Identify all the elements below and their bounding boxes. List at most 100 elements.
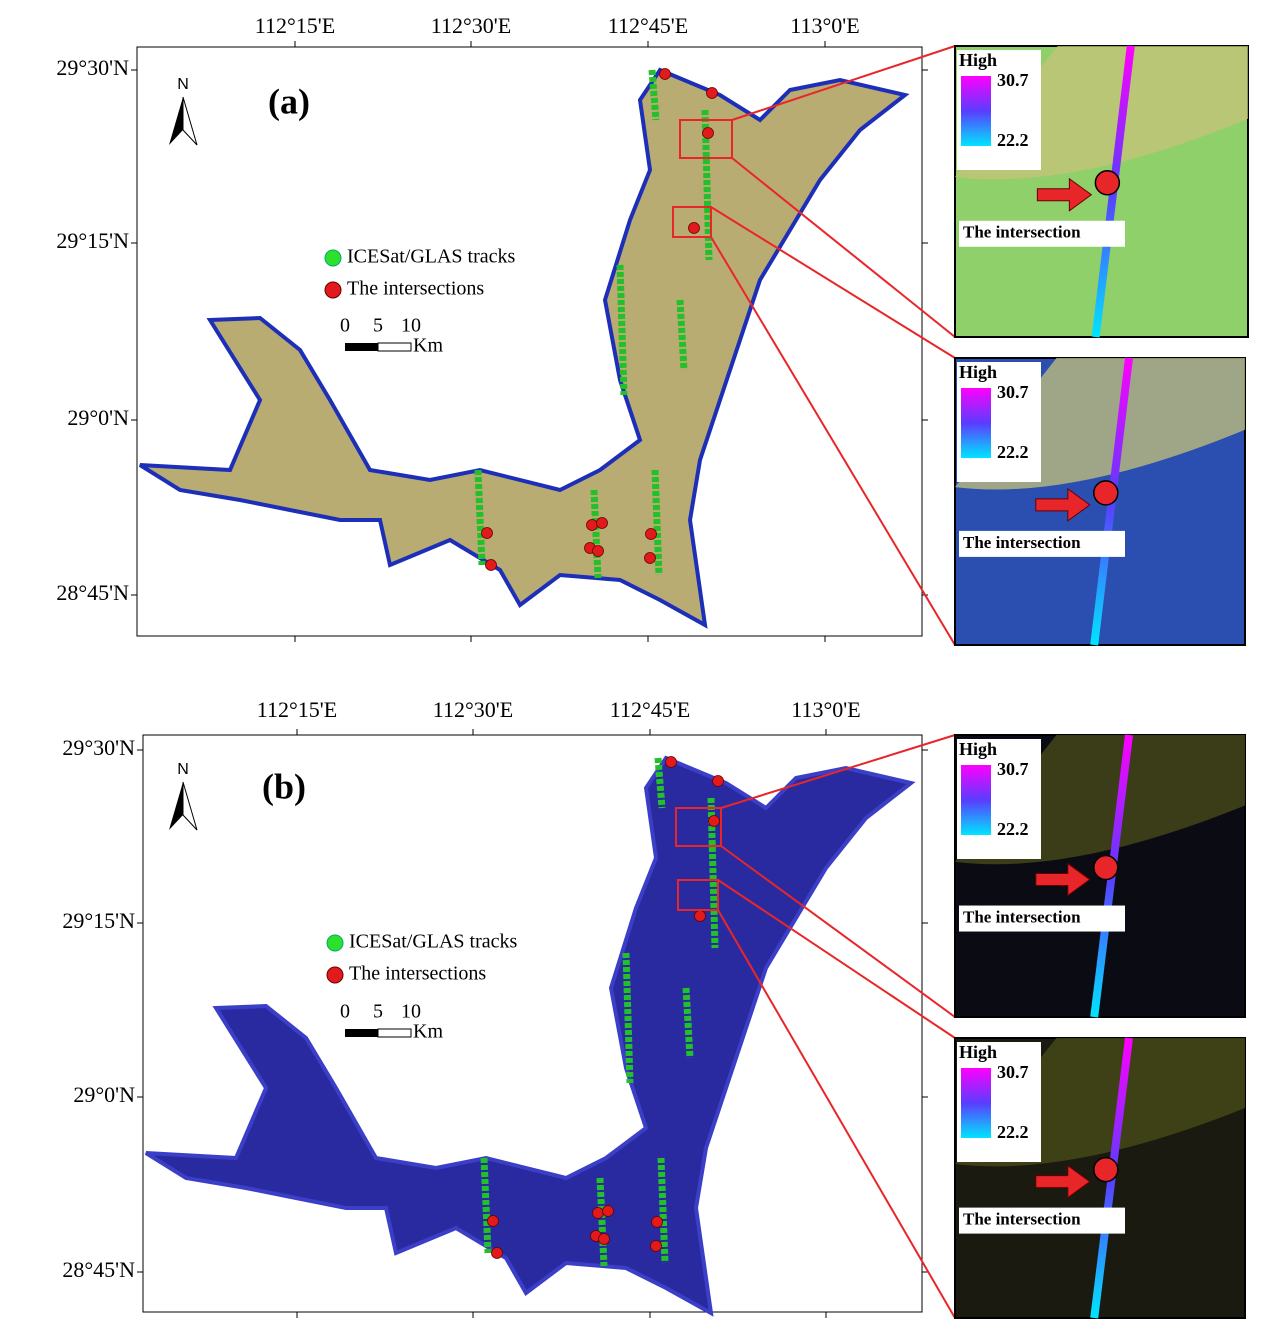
scale-bar — [345, 1029, 378, 1037]
intersection-dot — [596, 517, 608, 529]
intersection-dot — [702, 127, 714, 139]
inset-arrow — [1035, 1164, 1091, 1199]
inset-legend-title: High — [959, 50, 997, 70]
zoom-line — [731, 157, 956, 338]
inset-min: 22.2 — [997, 1122, 1029, 1142]
inset-min: 22.2 — [997, 819, 1029, 839]
track — [480, 1157, 492, 1254]
intersection-dot — [487, 1215, 499, 1227]
inset-caption: The intersection — [963, 533, 1081, 552]
north-arrow — [182, 781, 198, 831]
scale-label: 10 — [401, 1001, 421, 1023]
lat-label: 29°15'N — [56, 228, 129, 253]
panel-label: (a) — [268, 81, 310, 121]
inset-max: 30.7 — [997, 70, 1029, 90]
track — [676, 299, 688, 371]
intersection-dot — [650, 1240, 662, 1252]
inset-legend-title: High — [959, 362, 997, 382]
scale-label: 0 — [340, 1001, 350, 1023]
zoom-line — [731, 45, 956, 121]
lon-label: 112°15'E — [255, 13, 335, 38]
intersection-dot — [688, 222, 700, 234]
inset-legend-title: High — [959, 1042, 997, 1062]
zoom-line — [710, 206, 956, 359]
lat-label: 28°45'N — [56, 580, 129, 605]
legend-swatch — [324, 281, 342, 299]
inset-arrow — [1036, 177, 1093, 212]
intersection-dot — [706, 87, 718, 99]
intersection-dot — [708, 815, 720, 827]
inset-legend-title: High — [959, 739, 997, 759]
intersection-dot — [651, 1216, 663, 1228]
track — [682, 987, 694, 1059]
inset-ramp — [961, 388, 991, 458]
panel-label: (b) — [262, 766, 306, 806]
intersection-dot — [645, 528, 657, 540]
inset-caption-bg — [959, 1207, 1125, 1234]
zoom-box — [677, 879, 719, 911]
intersection-dot — [659, 68, 671, 80]
lon-label: 112°45'E — [610, 697, 690, 722]
scale-unit: Km — [413, 1021, 443, 1043]
track — [651, 469, 663, 576]
legend-swatch — [324, 249, 342, 267]
lat-label: 29°0'N — [73, 1082, 135, 1107]
lon-label: 112°15'E — [257, 697, 337, 722]
inset-caption-bg — [959, 905, 1125, 932]
zoom-line — [720, 845, 956, 1018]
lat-label: 29°30'N — [62, 735, 135, 760]
inset-min: 22.2 — [997, 130, 1029, 150]
scale-bar — [377, 342, 412, 352]
intersection-dot — [592, 1207, 604, 1219]
intersection-dot — [602, 1205, 614, 1217]
zoom-box — [675, 807, 722, 847]
north-arrow — [169, 782, 183, 830]
legend-text: The intersections — [349, 963, 486, 985]
inset-ramp — [961, 76, 991, 146]
legend-swatch — [326, 934, 344, 952]
track — [648, 69, 660, 121]
zoom-line — [717, 879, 956, 1039]
inset-intersection — [1093, 1156, 1119, 1183]
north-arrow — [169, 97, 183, 145]
lon-label: 113°0'E — [790, 13, 859, 38]
lat-label: 28°45'N — [62, 1257, 135, 1282]
north-label: N — [177, 761, 189, 778]
legend-text: The intersections — [347, 278, 484, 300]
track — [654, 757, 666, 809]
inset-max: 30.7 — [997, 759, 1029, 779]
scale-label: 5 — [373, 1001, 383, 1023]
scale-label: 5 — [373, 315, 383, 337]
inset-intersection — [1094, 170, 1121, 196]
intersection-dot — [694, 910, 706, 922]
inset-intersection — [1093, 480, 1119, 506]
lon-label: 112°30'E — [433, 697, 513, 722]
track — [622, 952, 634, 1084]
track — [474, 469, 486, 566]
scale-bar — [377, 1028, 412, 1038]
inset-max: 30.7 — [997, 382, 1029, 402]
legend-swatch — [326, 966, 344, 984]
north-label: N — [177, 76, 189, 93]
intersection-dot — [586, 519, 598, 531]
intersection-dot — [485, 559, 497, 571]
intersection-dot — [491, 1247, 503, 1259]
track — [596, 1177, 608, 1267]
lat-label: 29°30'N — [56, 55, 129, 80]
inset-arrow — [1035, 487, 1091, 522]
inset-caption: The intersection — [963, 1210, 1081, 1229]
track — [616, 264, 628, 396]
inset-caption-bg — [959, 220, 1125, 247]
zoom-box — [679, 119, 733, 159]
scale-unit: Km — [413, 335, 443, 357]
lat-label: 29°15'N — [62, 908, 135, 933]
track — [590, 489, 602, 579]
inset-arrow — [1035, 862, 1091, 897]
inset-max: 30.7 — [997, 1062, 1029, 1082]
inset-min: 22.2 — [997, 442, 1029, 462]
legend-text: ICESat/GLAS tracks — [347, 246, 516, 268]
intersection-dot — [592, 545, 604, 557]
zoom-line — [717, 909, 956, 1319]
